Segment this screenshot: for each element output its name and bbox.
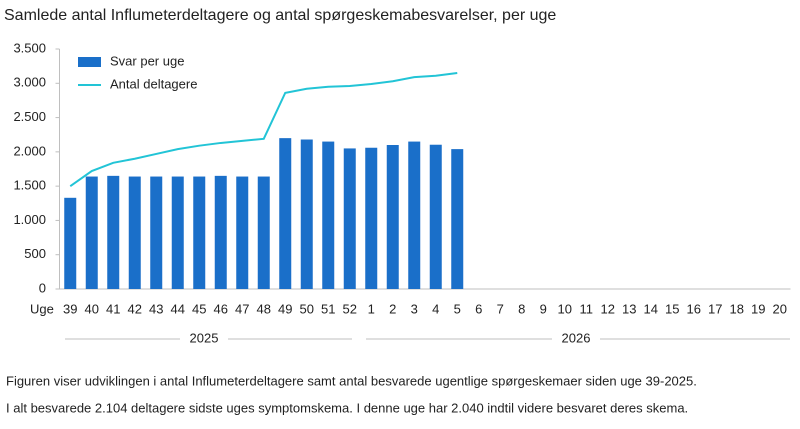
x-tick-label: 11 bbox=[580, 301, 594, 316]
x-tick-label: 14 bbox=[644, 301, 658, 316]
x-tick-label: 49 bbox=[278, 301, 292, 316]
x-tick-label: 7 bbox=[497, 301, 504, 316]
bar bbox=[236, 176, 249, 289]
x-tick-label: 17 bbox=[708, 301, 722, 316]
x-tick-label: 44 bbox=[171, 301, 185, 316]
x-tick-label: 10 bbox=[558, 301, 572, 316]
x-tick-label: 2 bbox=[389, 301, 396, 316]
x-tick-label: 45 bbox=[192, 301, 206, 316]
x-tick-label: 51 bbox=[321, 301, 335, 316]
bar bbox=[451, 149, 464, 289]
x-tick-label: 43 bbox=[149, 301, 163, 316]
note: I alt besvarede 2.104 deltagere sidste u… bbox=[6, 400, 688, 415]
x-tick-label: 18 bbox=[730, 301, 744, 316]
y-tick-label: 2.500 bbox=[13, 109, 46, 124]
x-tick-label: 41 bbox=[106, 301, 120, 316]
x-tick-label: 15 bbox=[665, 301, 679, 316]
y-tick-label: 1.500 bbox=[13, 178, 46, 193]
year-label: 2026 bbox=[562, 330, 591, 345]
bar bbox=[429, 144, 442, 289]
x-tick-label: 50 bbox=[300, 301, 314, 316]
line bbox=[69, 72, 458, 187]
legend-swatch bbox=[78, 57, 101, 67]
x-tick-label: 5 bbox=[454, 301, 461, 316]
bar bbox=[171, 176, 184, 289]
bar bbox=[128, 176, 141, 289]
x-tick-label: 20 bbox=[773, 301, 787, 316]
bar bbox=[150, 176, 163, 289]
x-tick-label: 1 bbox=[368, 301, 375, 316]
bar bbox=[257, 176, 270, 289]
bar bbox=[214, 175, 227, 289]
chart-title: Samlede antal Influmeterdeltagere og ant… bbox=[4, 7, 556, 24]
x-tick-label: 39 bbox=[63, 301, 77, 316]
bar bbox=[322, 141, 335, 289]
x-tick-label: 40 bbox=[85, 301, 99, 316]
y-tick-label: 500 bbox=[24, 246, 46, 261]
bar bbox=[408, 141, 421, 289]
x-tick-label: 4 bbox=[432, 301, 439, 316]
legend-label: Antal deltagere bbox=[110, 76, 197, 91]
x-tick-label: 42 bbox=[128, 301, 142, 316]
x-tick-label: 3 bbox=[411, 301, 418, 316]
bar bbox=[365, 147, 378, 289]
legend-label: Svar per uge bbox=[110, 53, 184, 68]
x-tick-label: 16 bbox=[687, 301, 701, 316]
x-tick-label: 13 bbox=[622, 301, 636, 316]
y-tick-label: 3.000 bbox=[13, 75, 46, 90]
bar bbox=[107, 175, 120, 289]
x-tick-label: 12 bbox=[601, 301, 615, 316]
bar bbox=[300, 139, 313, 289]
bar bbox=[343, 148, 356, 289]
x-tick-label: 19 bbox=[751, 301, 765, 316]
y-tick-label: 2.000 bbox=[13, 143, 46, 158]
bar bbox=[64, 197, 77, 289]
x-tick-label: 6 bbox=[475, 301, 482, 316]
x-tick-label: 9 bbox=[540, 301, 547, 316]
x-tick-label: 8 bbox=[518, 301, 525, 316]
y-tick-label: 1.000 bbox=[13, 212, 46, 227]
x-tick-label: 52 bbox=[343, 301, 357, 316]
bar bbox=[85, 176, 98, 289]
x-axis-label: Uge bbox=[30, 301, 54, 316]
year-label: 2025 bbox=[190, 330, 219, 345]
y-tick-label: 3.500 bbox=[13, 40, 46, 55]
bar bbox=[386, 145, 399, 289]
y-tick-label: 0 bbox=[39, 280, 46, 295]
x-tick-label: 47 bbox=[235, 301, 249, 316]
bar bbox=[193, 176, 206, 289]
note: Figuren viser udviklingen i antal Influm… bbox=[6, 373, 697, 388]
x-tick-label: 48 bbox=[257, 301, 271, 316]
bar bbox=[279, 138, 292, 289]
x-tick-label: 46 bbox=[214, 301, 228, 316]
